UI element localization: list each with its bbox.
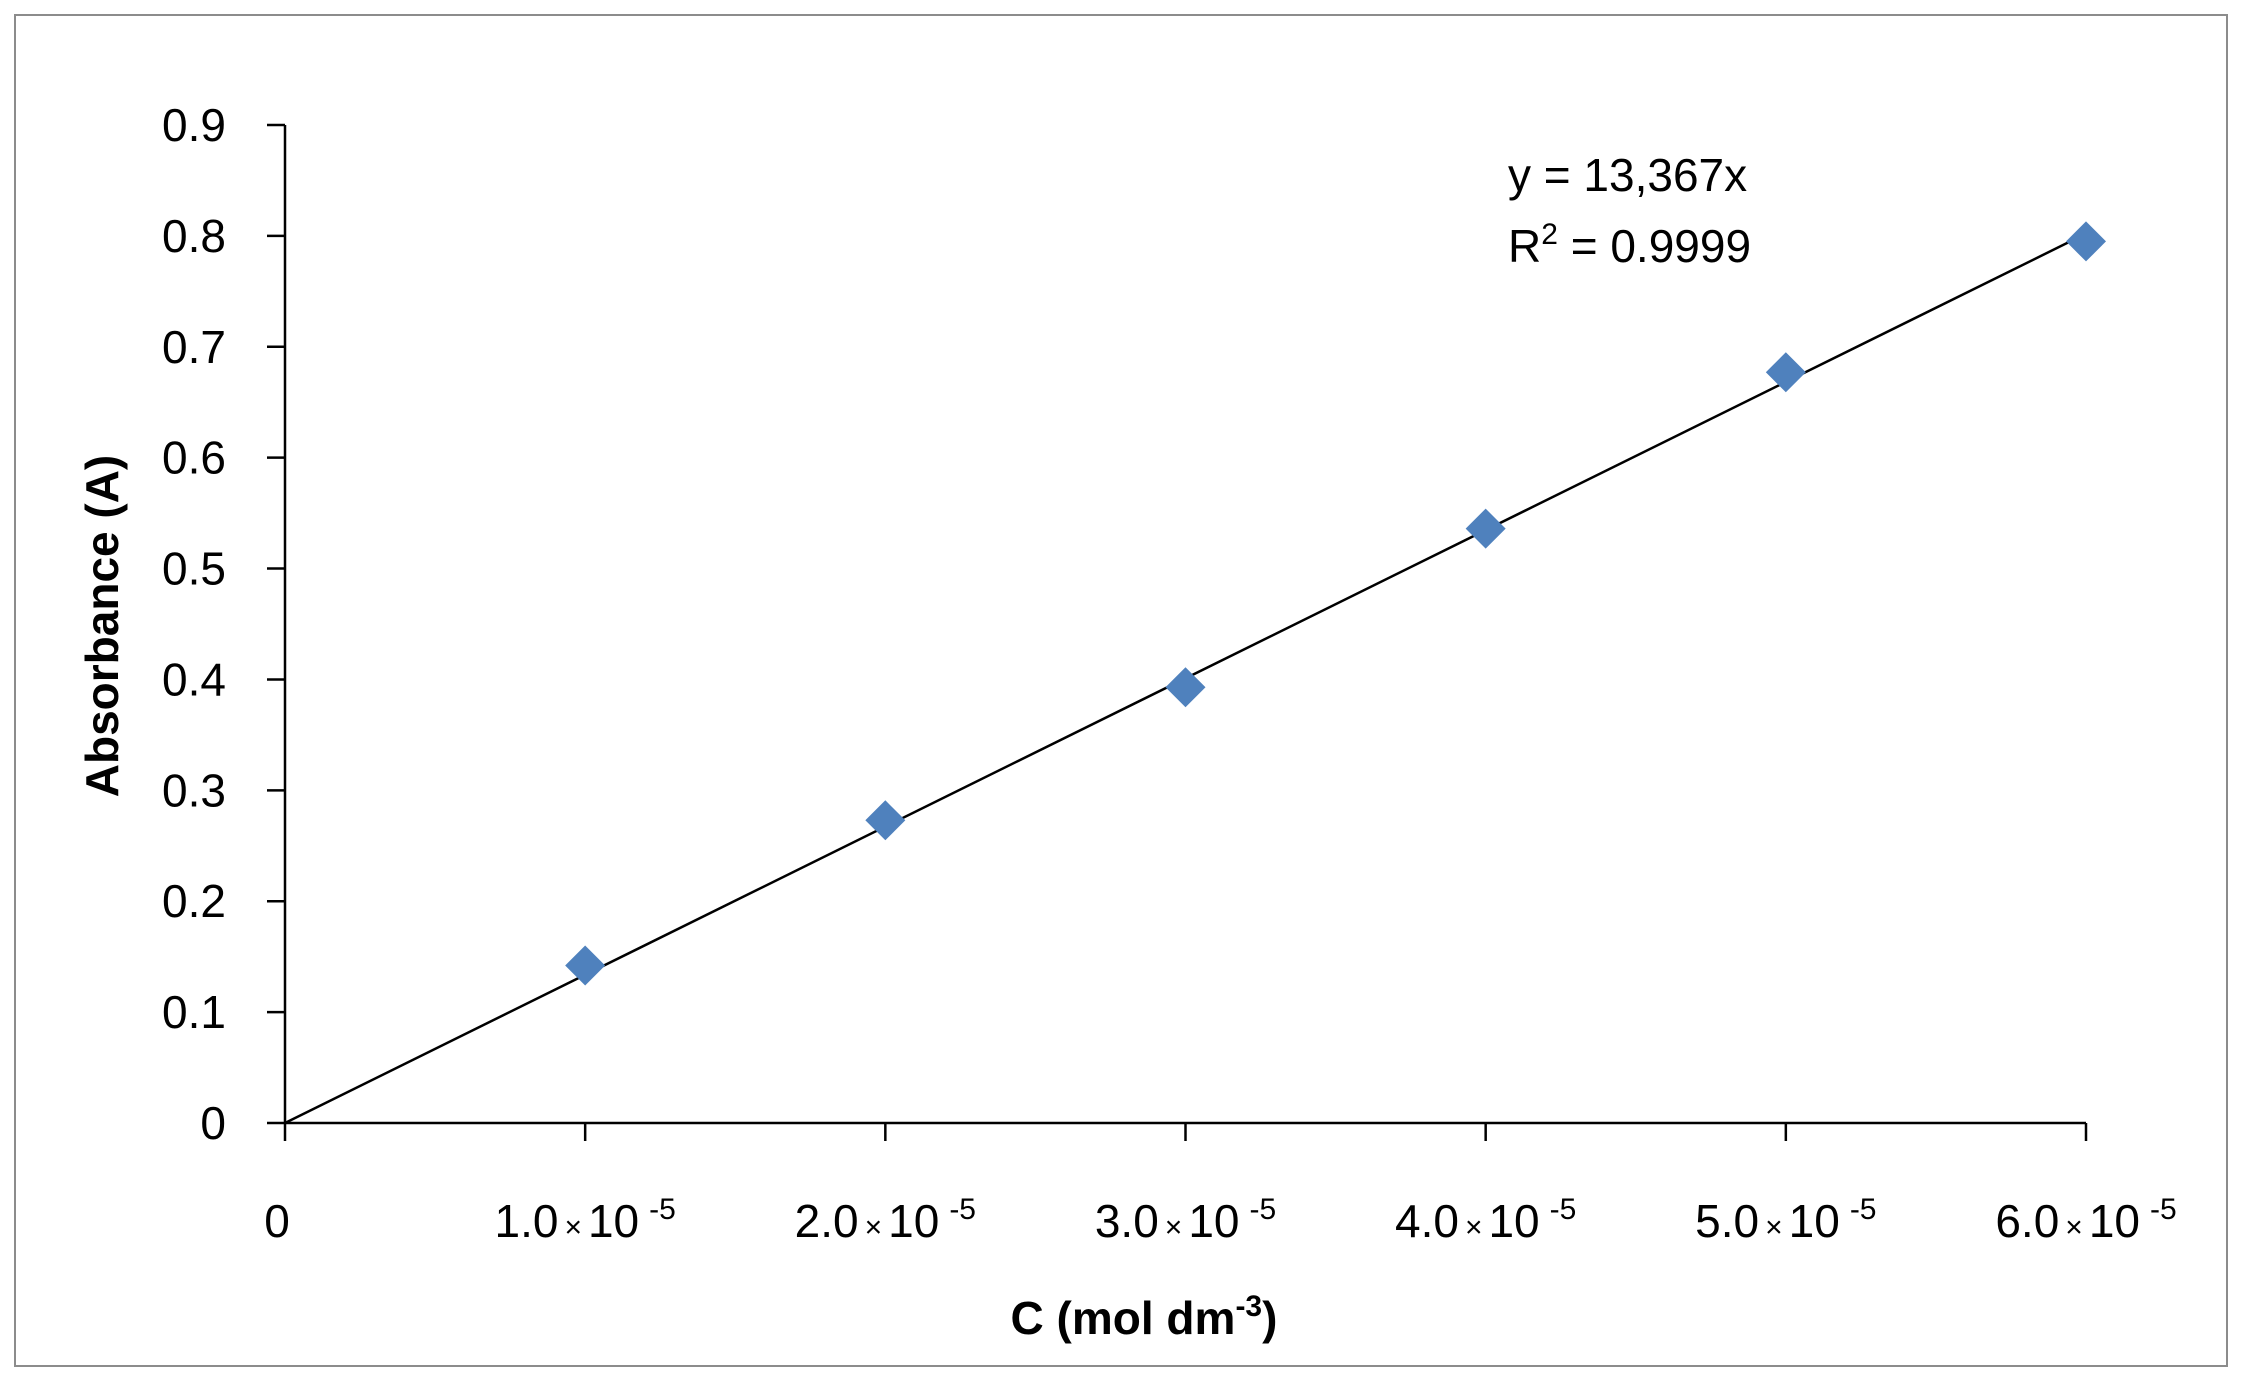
x-axis-title: C (mol dm-3)	[1011, 1290, 1278, 1344]
r-squared-value: = 0.9999	[1558, 220, 1751, 272]
x-tick-labels: 0 1.0 × 10 -5 2.0 × 10 -5 3.0 × 10 -5 4.0 × 10 -5 5.0 × 10-…	[264, 1193, 2176, 1247]
x-tick-label: 2.0 × 10 -5	[795, 1193, 976, 1247]
x-axis-title-end: )	[1262, 1292, 1277, 1344]
x-tick-times: ×	[564, 1211, 582, 1244]
x-tick-label: 0	[264, 1195, 290, 1247]
x-tick-base: 10	[2089, 1195, 2140, 1247]
y-tick-label: 0.1	[162, 986, 226, 1038]
data-points	[565, 221, 2106, 986]
r-squared-label: R	[1508, 220, 1541, 272]
x-tick-base: 10	[1488, 1195, 1539, 1247]
trendline-equation: y = 13,367x	[1508, 149, 1747, 201]
y-tick-label: 0.2	[162, 875, 226, 927]
x-tick-mantissa: 2.0	[795, 1195, 859, 1247]
y-tick-label: 0.3	[162, 764, 226, 816]
data-point	[1165, 667, 1206, 708]
y-tick-label: 0.6	[162, 432, 226, 484]
x-tick-label: 5.0 × 10 -5	[1695, 1193, 1876, 1247]
x-tick-base: 10	[588, 1195, 639, 1247]
data-point	[1765, 352, 1806, 393]
x-tick-exponent: -5	[1850, 1193, 1877, 1226]
x-tick-times: ×	[1165, 1211, 1183, 1244]
data-point	[2066, 221, 2106, 262]
x-tick-base: 10	[888, 1195, 939, 1247]
x-tick-times: ×	[1465, 1211, 1483, 1244]
data-point	[865, 800, 906, 841]
x-tick-mantissa: 0	[264, 1195, 290, 1247]
x-tick-mantissa: 1.0	[494, 1195, 558, 1247]
x-tick-base: 10	[1789, 1195, 1840, 1247]
x-tick-mantissa: 4.0	[1395, 1195, 1459, 1247]
x-tick-base: 10	[1188, 1195, 1239, 1247]
x-tick-exponent: -5	[1249, 1193, 1276, 1226]
y-axis-title: Absorbance (A)	[76, 455, 128, 797]
r-squared: R2 = 0.9999	[1508, 218, 1751, 272]
y-tick-labels: 0 0.1 0.2 0.3 0.4 0.5 0.6 0.7 0.8 0.9	[162, 99, 226, 1149]
x-tick-exponent: -5	[649, 1193, 676, 1226]
axes	[267, 123, 2088, 1141]
x-tick-label: 6.0 × 10 -5	[1995, 1193, 2176, 1247]
y-tick-label: 0.5	[162, 543, 226, 595]
y-tick-label: 0.9	[162, 99, 226, 151]
x-tick-label: 3.0 × 10 -5	[1095, 1193, 1276, 1247]
y-tick-label: 0.4	[162, 653, 226, 705]
x-tick-mantissa: 6.0	[1995, 1195, 2059, 1247]
x-tick-label: 1.0 × 10 -5	[494, 1193, 675, 1247]
y-tick-label: 0.7	[162, 321, 226, 373]
x-axis-title-main: C (mol dm	[1011, 1292, 1236, 1344]
x-tick-times: ×	[865, 1211, 883, 1244]
x-tick-label: 4.0 × 10 -5	[1395, 1193, 1576, 1247]
x-tick-exponent: -5	[2150, 1193, 2177, 1226]
x-tick-mantissa: 5.0	[1695, 1195, 1759, 1247]
x-tick-exponent: -5	[1550, 1193, 1577, 1226]
y-tick-label: 0.8	[162, 210, 226, 262]
x-axis-title-exponent: -3	[1235, 1290, 1262, 1323]
x-tick-times: ×	[2065, 1211, 2083, 1244]
data-point	[565, 945, 606, 986]
x-tick-exponent: -5	[949, 1193, 976, 1226]
chart-frame	[14, 14, 2228, 1367]
x-tick-times: ×	[1765, 1211, 1783, 1244]
x-tick-mantissa: 3.0	[1095, 1195, 1159, 1247]
data-point	[1465, 508, 1506, 549]
r-squared-exponent: 2	[1541, 218, 1558, 251]
y-tick-label: 0	[200, 1097, 226, 1149]
